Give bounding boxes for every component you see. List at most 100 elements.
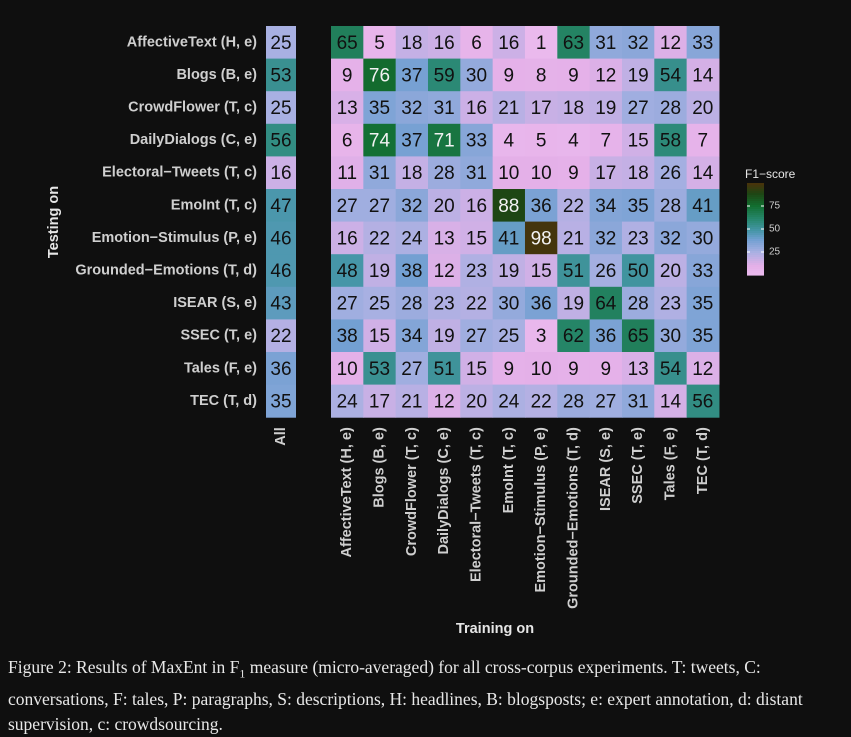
heatmap-cell-label: 22	[369, 228, 390, 249]
legend-gradient-step	[747, 227, 764, 230]
heatmap-cell	[686, 254, 720, 288]
heatmap-cell	[621, 352, 655, 386]
heatmap-cell-label: 26	[595, 261, 616, 282]
all-cell	[266, 189, 296, 223]
heatmap-cell-label: 35	[369, 98, 390, 119]
all-cell	[266, 58, 296, 92]
legend-gradient-step	[747, 201, 764, 204]
heatmap-cell	[621, 254, 655, 288]
heatmap-cell-label: 35	[692, 294, 713, 315]
heatmap-cell-label: 41	[692, 196, 713, 217]
heatmap-cell	[686, 189, 720, 223]
legend-gradient-step	[747, 231, 764, 234]
heatmap-cell	[589, 58, 623, 92]
heatmap-cell-label: 26	[660, 163, 681, 184]
heatmap-cell-label: 35	[692, 326, 713, 347]
legend-gradient-step	[747, 219, 764, 222]
legend-gradient-step	[747, 259, 764, 262]
legend-gradient-step	[747, 269, 764, 272]
heatmap-cell	[460, 286, 494, 320]
heatmap-cell-label: 58	[660, 131, 681, 152]
heatmap-cell	[654, 189, 688, 223]
legend-title: F1−score	[745, 167, 796, 181]
heatmap-cell	[621, 91, 655, 125]
heatmap-cell-label: 22	[531, 391, 552, 412]
heatmap-cell	[395, 123, 429, 157]
row-label: AffectiveText (H, e)	[127, 34, 257, 50]
legend-gradient-step	[747, 199, 764, 202]
heatmap-cell	[427, 26, 461, 60]
legend-gradient-step	[747, 229, 764, 232]
heatmap-cell-label: 31	[369, 163, 390, 184]
heatmap-cell	[654, 123, 688, 157]
heatmap-cell	[427, 123, 461, 157]
heatmap-cell-label: 37	[401, 65, 422, 86]
heatmap-cell-label: 17	[595, 163, 616, 184]
legend-gradient-step	[747, 253, 764, 256]
heatmap-cell	[460, 123, 494, 157]
heatmap-cell	[460, 352, 494, 386]
heatmap-cell-label: 23	[660, 294, 681, 315]
heatmap-cell	[363, 58, 397, 92]
heatmap-cell	[460, 156, 494, 190]
heatmap-cell-label: 21	[401, 391, 422, 412]
heatmap-cell-label: 16	[466, 196, 487, 217]
heatmap-cell	[363, 319, 397, 353]
heatmap-cell	[557, 58, 591, 92]
heatmap-cell-label: 30	[466, 65, 487, 86]
heatmap-cell	[395, 319, 429, 353]
heatmap-cell-label: 7	[698, 131, 709, 152]
heatmap-cell-label: 25	[369, 294, 390, 315]
heatmap-cell-label: 28	[434, 163, 455, 184]
heatmap-cell-label: 31	[434, 98, 455, 119]
all-cell	[266, 221, 296, 255]
legend-gradient-step	[747, 189, 764, 192]
legend-gradient-step	[747, 191, 764, 194]
heatmap-cell-label: 19	[498, 261, 519, 282]
heatmap-cell	[686, 384, 720, 418]
legend-gradient-step	[747, 187, 764, 190]
row-label: Tales (F, e)	[184, 360, 257, 376]
heatmap-cell	[524, 384, 558, 418]
heatmap-cell	[331, 286, 364, 320]
heatmap-cell	[427, 352, 461, 386]
heatmap-cell	[589, 254, 623, 288]
heatmap-cell	[557, 91, 591, 125]
heatmap-cell	[492, 189, 526, 223]
heatmap-cell	[492, 58, 526, 92]
heatmap-cell-label: 28	[401, 294, 422, 315]
row-label: Emotion−Stimulus (P, e)	[92, 230, 257, 246]
heatmap-cell-label: 54	[660, 359, 682, 380]
heatmap-cell	[686, 319, 720, 353]
row-label: ISEAR (S, e)	[173, 295, 257, 311]
heatmap-cell-label: 9	[504, 359, 515, 380]
heatmap-cell	[395, 26, 429, 60]
heatmap-cell-label: 13	[628, 359, 649, 380]
heatmap-cell	[589, 221, 623, 255]
legend-gradient-step	[747, 211, 764, 214]
heatmap-cell	[395, 91, 429, 125]
heatmap-cell	[460, 91, 494, 125]
heatmap-cell-label: 18	[563, 98, 584, 119]
heatmap-cell	[331, 319, 364, 353]
heatmap-cell-label: 62	[563, 326, 584, 347]
heatmap-cell	[492, 352, 526, 386]
heatmap-cell-label: 35	[628, 196, 649, 217]
heatmap-cell-label: 10	[531, 163, 552, 184]
heatmap-cell-label: 32	[660, 228, 681, 249]
heatmap-cell-label: 19	[628, 65, 649, 86]
heatmap-cell-label: 33	[692, 261, 713, 282]
legend-gradient-step	[747, 261, 764, 264]
heatmap-cell	[524, 352, 558, 386]
legend-gradient-step	[747, 251, 764, 254]
heatmap-cell	[395, 189, 429, 223]
heatmap-cell	[460, 26, 494, 60]
heatmap-cell	[460, 254, 494, 288]
heatmap-cell-label: 31	[466, 163, 487, 184]
legend-gradient-step	[747, 217, 764, 220]
heatmap-cell	[686, 156, 720, 190]
all-cell-label: 47	[270, 196, 291, 217]
heatmap-cell-label: 3	[536, 326, 547, 347]
heatmap-cell	[589, 123, 623, 157]
heatmap-cell-label: 50	[628, 261, 649, 282]
